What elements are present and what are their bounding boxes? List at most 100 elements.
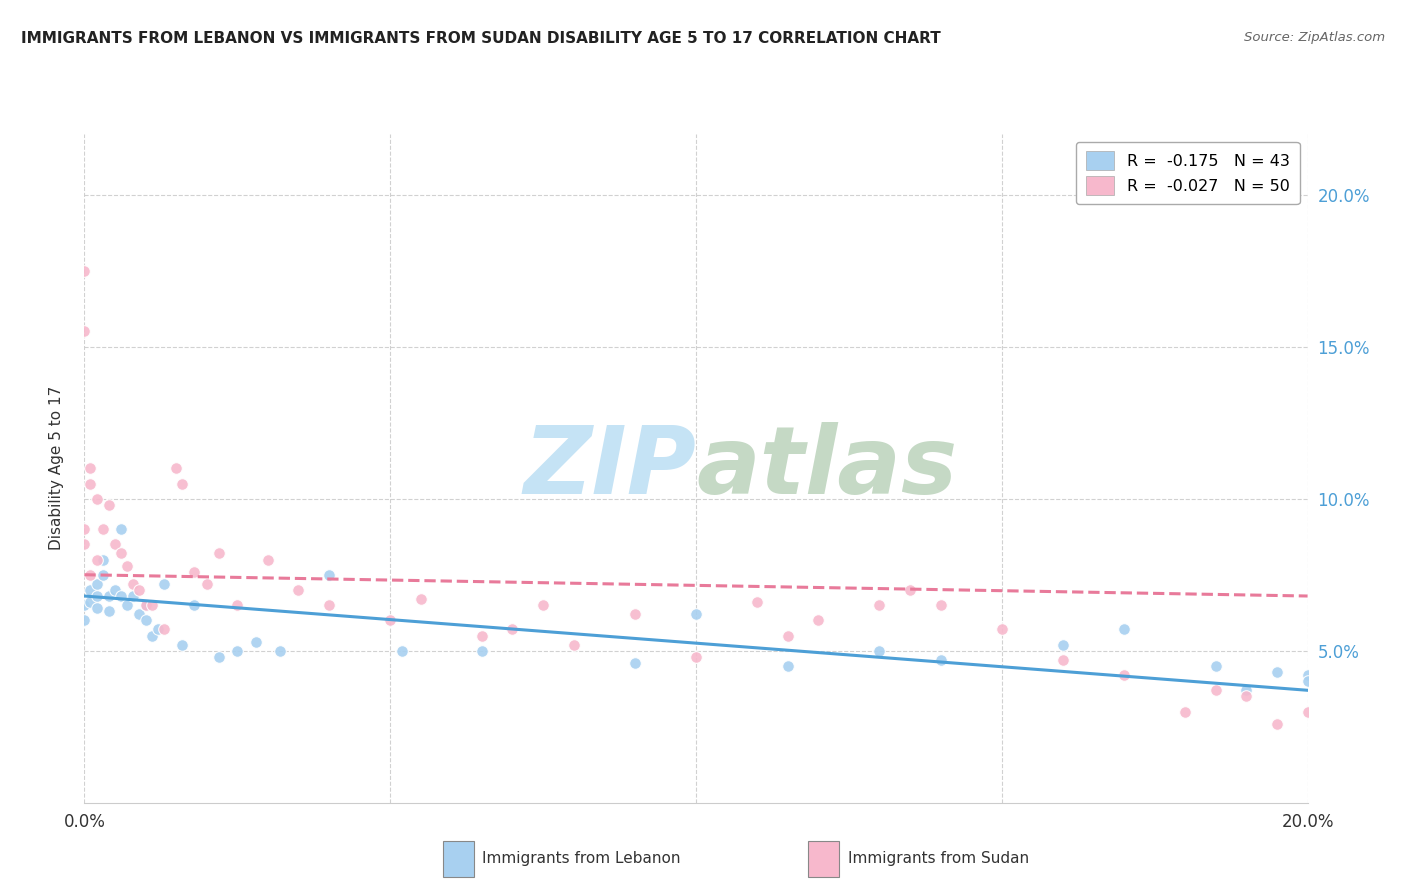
Point: [73, 613, 96, 627]
Point: [776, 628, 799, 642]
Point: [91, 552, 114, 566]
Point: [128, 607, 150, 622]
Point: [79, 461, 101, 475]
Point: [208, 649, 231, 664]
Point: [624, 607, 647, 622]
Point: [110, 546, 132, 560]
Point: [685, 607, 707, 622]
Point: [86, 491, 108, 506]
Point: [1052, 638, 1074, 652]
Point: [318, 567, 340, 582]
Point: [79, 476, 101, 491]
Text: Immigrants from Sudan: Immigrants from Sudan: [848, 852, 1029, 866]
Point: [531, 598, 554, 612]
Point: [183, 598, 205, 612]
Text: ZIP: ZIP: [523, 422, 696, 515]
Point: [1052, 653, 1074, 667]
Point: [97, 589, 120, 603]
Point: [807, 613, 830, 627]
Point: [172, 638, 194, 652]
Point: [86, 577, 108, 591]
Point: [86, 552, 108, 566]
Point: [153, 577, 176, 591]
Point: [73, 598, 96, 612]
Point: [1296, 668, 1319, 682]
Point: [110, 522, 132, 536]
Text: IMMIGRANTS FROM LEBANON VS IMMIGRANTS FROM SUDAN DISABILITY AGE 5 TO 17 CORRELAT: IMMIGRANTS FROM LEBANON VS IMMIGRANTS FR…: [21, 31, 941, 46]
Point: [97, 498, 120, 512]
Y-axis label: Disability Age 5 to 17: Disability Age 5 to 17: [49, 386, 63, 550]
Point: [122, 577, 145, 591]
Point: [141, 628, 163, 642]
Point: [165, 461, 187, 475]
Point: [685, 649, 707, 664]
Point: [562, 638, 585, 652]
Point: [502, 623, 524, 637]
Point: [115, 558, 138, 573]
Point: [73, 325, 96, 339]
Legend: R =  -0.175   N = 43, R =  -0.027   N = 50: R = -0.175 N = 43, R = -0.027 N = 50: [1076, 142, 1299, 204]
Point: [208, 546, 231, 560]
Point: [380, 613, 402, 627]
Point: [97, 604, 120, 618]
Text: Immigrants from Lebanon: Immigrants from Lebanon: [482, 852, 681, 866]
Text: atlas: atlas: [696, 422, 957, 515]
Point: [1296, 674, 1319, 689]
Point: [898, 582, 921, 597]
Point: [73, 263, 96, 277]
Point: [1265, 716, 1288, 731]
Point: [153, 623, 176, 637]
Point: [747, 595, 769, 609]
Point: [929, 598, 952, 612]
Point: [929, 653, 952, 667]
Point: [1205, 683, 1227, 698]
Point: [183, 565, 205, 579]
Point: [257, 552, 280, 566]
Point: [1114, 623, 1136, 637]
Point: [79, 595, 101, 609]
Point: [141, 598, 163, 612]
Point: [135, 598, 157, 612]
Point: [73, 537, 96, 551]
Point: [471, 628, 494, 642]
Point: [91, 522, 114, 536]
Point: [146, 623, 169, 637]
Point: [128, 582, 150, 597]
Point: [318, 598, 340, 612]
Point: [135, 598, 157, 612]
Point: [1265, 665, 1288, 679]
Point: [245, 634, 267, 648]
Point: [991, 623, 1014, 637]
Point: [122, 589, 145, 603]
Point: [869, 644, 891, 658]
Point: [79, 567, 101, 582]
Point: [1114, 668, 1136, 682]
Point: [226, 598, 249, 612]
Point: [172, 476, 194, 491]
Point: [409, 592, 432, 607]
Point: [86, 601, 108, 615]
Text: Source: ZipAtlas.com: Source: ZipAtlas.com: [1244, 31, 1385, 45]
Point: [391, 644, 413, 658]
Point: [91, 567, 114, 582]
Point: [776, 659, 799, 673]
Point: [104, 537, 127, 551]
Point: [226, 644, 249, 658]
Point: [1205, 659, 1227, 673]
Point: [115, 598, 138, 612]
Point: [1236, 690, 1258, 704]
Point: [269, 644, 291, 658]
Point: [287, 582, 309, 597]
Point: [135, 613, 157, 627]
Point: [471, 644, 494, 658]
Point: [869, 598, 891, 612]
Point: [195, 577, 218, 591]
Point: [79, 582, 101, 597]
Point: [86, 589, 108, 603]
Point: [110, 589, 132, 603]
Point: [624, 656, 647, 670]
Point: [1296, 705, 1319, 719]
Point: [73, 522, 96, 536]
Point: [1236, 683, 1258, 698]
Point: [1174, 705, 1197, 719]
